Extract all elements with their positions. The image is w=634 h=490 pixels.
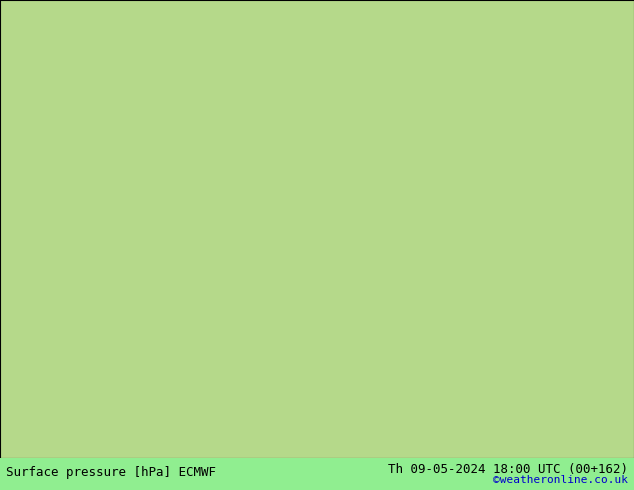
Text: Th 09-05-2024 18:00 UTC (00+162): Th 09-05-2024 18:00 UTC (00+162) <box>387 463 628 476</box>
Text: Surface pressure [hPa] ECMWF: Surface pressure [hPa] ECMWF <box>6 466 216 479</box>
Text: ©weatheronline.co.uk: ©weatheronline.co.uk <box>493 475 628 485</box>
